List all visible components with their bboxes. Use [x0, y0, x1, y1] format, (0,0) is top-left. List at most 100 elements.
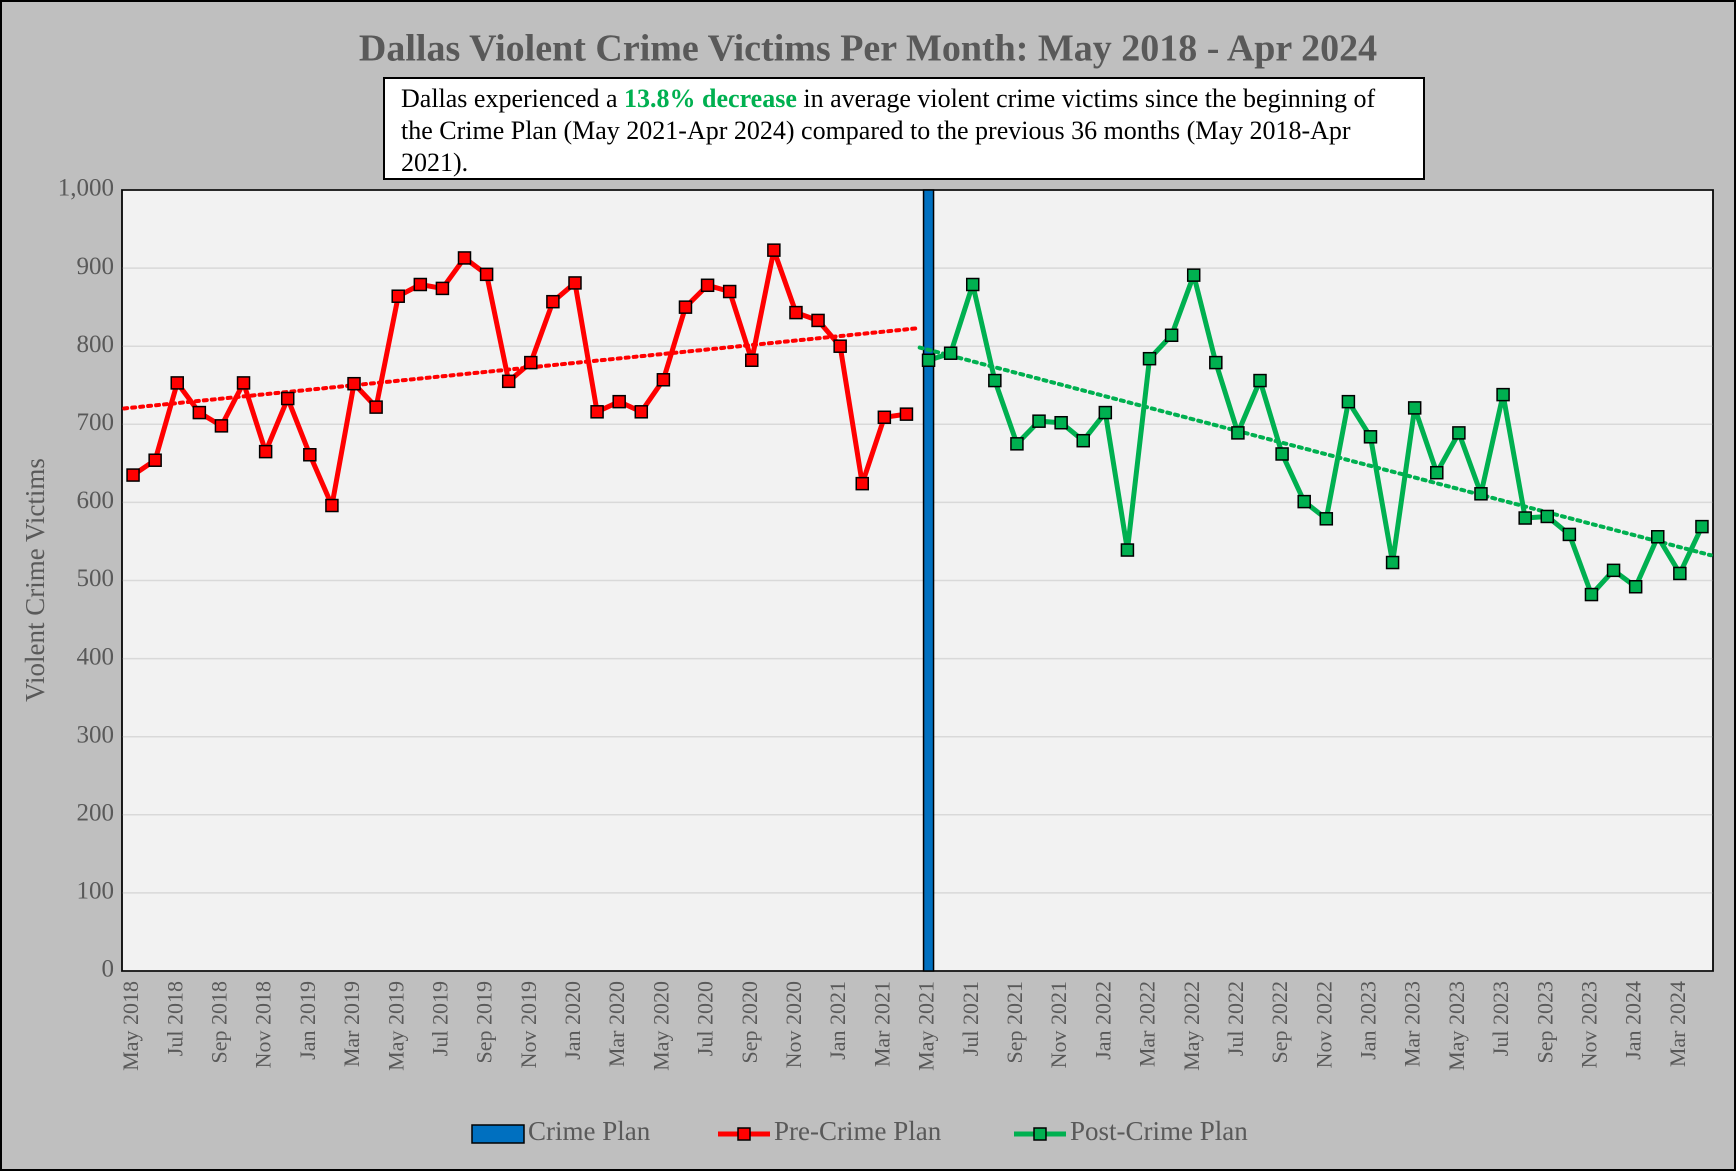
- marker: [612, 394, 626, 409]
- y-tick-label: 500: [77, 565, 115, 592]
- marker: [524, 355, 538, 370]
- marker: [1253, 373, 1267, 388]
- y-tick-label: 300: [77, 721, 115, 748]
- line: [131, 247, 907, 509]
- marker: [1651, 530, 1665, 544]
- x-tick-label: Sep 2020: [737, 981, 762, 1064]
- marker: [1695, 519, 1709, 534]
- legend-label: Post-Crime Plan: [1070, 1116, 1248, 1146]
- x-tick-label: Nov 2022: [1311, 981, 1336, 1068]
- marker: [214, 419, 229, 433]
- x-tick-label: Mar 2021: [869, 981, 894, 1067]
- plot-border: [121, 189, 1714, 972]
- marker: [1673, 566, 1687, 581]
- marker: [236, 376, 251, 390]
- x-tick-label: Jul 2019: [427, 981, 452, 1056]
- marker: [921, 353, 936, 368]
- legend-label: Pre-Crime Plan: [774, 1116, 942, 1146]
- marker: [855, 476, 870, 491]
- y-tick-label: 400: [77, 643, 115, 670]
- x-tick-label: Mar 2023: [1400, 981, 1425, 1067]
- x-tick-label: Jan 2019: [295, 981, 320, 1060]
- x-tick-label: Nov 2023: [1577, 981, 1602, 1068]
- marker: [1120, 543, 1135, 557]
- marker: [148, 453, 162, 467]
- annotation-text: Dallas experienced a: [401, 84, 625, 113]
- marker: [722, 284, 737, 299]
- marker: [258, 444, 273, 459]
- marker: [700, 278, 715, 293]
- y-tick-label: 600: [77, 487, 115, 514]
- marker: [457, 251, 472, 265]
- marker: [833, 339, 847, 353]
- x-tick-label: Sep 2023: [1532, 981, 1557, 1064]
- x-tick-label: May 2020: [648, 981, 673, 1071]
- marker: [1054, 415, 1068, 430]
- marker: [303, 448, 317, 462]
- x-tick-label: Nov 2021: [1046, 981, 1071, 1068]
- x-tick-label: Jul 2020: [693, 981, 718, 1056]
- marker: [546, 294, 560, 309]
- marker: [811, 313, 825, 328]
- marker: [1032, 414, 1046, 428]
- marker: [280, 391, 295, 406]
- x-tick-label: Mar 2020: [604, 981, 629, 1067]
- marker: [965, 277, 980, 292]
- marker: [325, 498, 339, 513]
- marker: [501, 374, 516, 389]
- marker: [943, 346, 958, 360]
- marker: [568, 276, 582, 290]
- y-tick-label: 900: [77, 253, 115, 280]
- marker: [1319, 512, 1334, 526]
- marker: [1010, 437, 1024, 451]
- y-tick-label: 0: [102, 956, 115, 983]
- trend-line: [122, 326, 918, 411]
- marker: [1474, 487, 1488, 501]
- x-tick-label: Jan 2022: [1090, 981, 1115, 1060]
- marker: [1628, 579, 1643, 594]
- marker: [1341, 394, 1356, 409]
- y-tick-label: 1,000: [58, 175, 114, 202]
- marker: [1562, 527, 1577, 542]
- legend-label: Crime Plan: [528, 1116, 651, 1146]
- marker: [1540, 509, 1555, 524]
- x-tick-label: Nov 2020: [781, 981, 806, 1068]
- marker: [192, 405, 207, 420]
- x-tick-label: Sep 2022: [1267, 981, 1292, 1064]
- x-tick-label: Sep 2019: [472, 981, 497, 1064]
- marker: [1231, 426, 1245, 440]
- x-tick-label: Nov 2018: [251, 981, 276, 1068]
- x-tick-label: Nov 2019: [516, 981, 541, 1068]
- y-axis-label: Violent Crime Victims: [20, 458, 50, 702]
- marker: [1098, 405, 1113, 420]
- marker: [1076, 433, 1090, 448]
- marker: [1385, 555, 1400, 570]
- marker: [1164, 328, 1179, 343]
- marker: [634, 405, 649, 419]
- marker: [369, 400, 383, 414]
- crime-plan-line: [922, 189, 935, 972]
- marker: [1407, 401, 1422, 415]
- x-tick-label: May 2021: [914, 981, 939, 1071]
- annotation: Dallas experienced a 13.8% decrease in a…: [383, 77, 1425, 180]
- legend-swatch: [471, 1124, 525, 1144]
- annotation-text: in average violent crime victims since t…: [401, 84, 1376, 177]
- marker: [126, 468, 140, 482]
- x-tick-label: Jan 2021: [825, 981, 850, 1060]
- x-tick-label: May 2018: [118, 981, 143, 1071]
- legend-swatch: [1033, 1127, 1047, 1141]
- marker: [1452, 426, 1466, 440]
- x-tick-label: Jan 2023: [1356, 981, 1381, 1060]
- marker: [899, 407, 914, 421]
- marker: [391, 289, 405, 303]
- x-tick-label: Jul 2021: [958, 981, 983, 1056]
- x-tick-label: Jul 2022: [1223, 981, 1248, 1056]
- marker: [170, 376, 184, 390]
- x-tick-label: Jan 2024: [1621, 981, 1646, 1060]
- marker: [1275, 447, 1289, 461]
- trend-line: [917, 345, 1713, 558]
- y-tick-label: 700: [77, 409, 115, 436]
- x-tick-label: Mar 2019: [339, 981, 364, 1067]
